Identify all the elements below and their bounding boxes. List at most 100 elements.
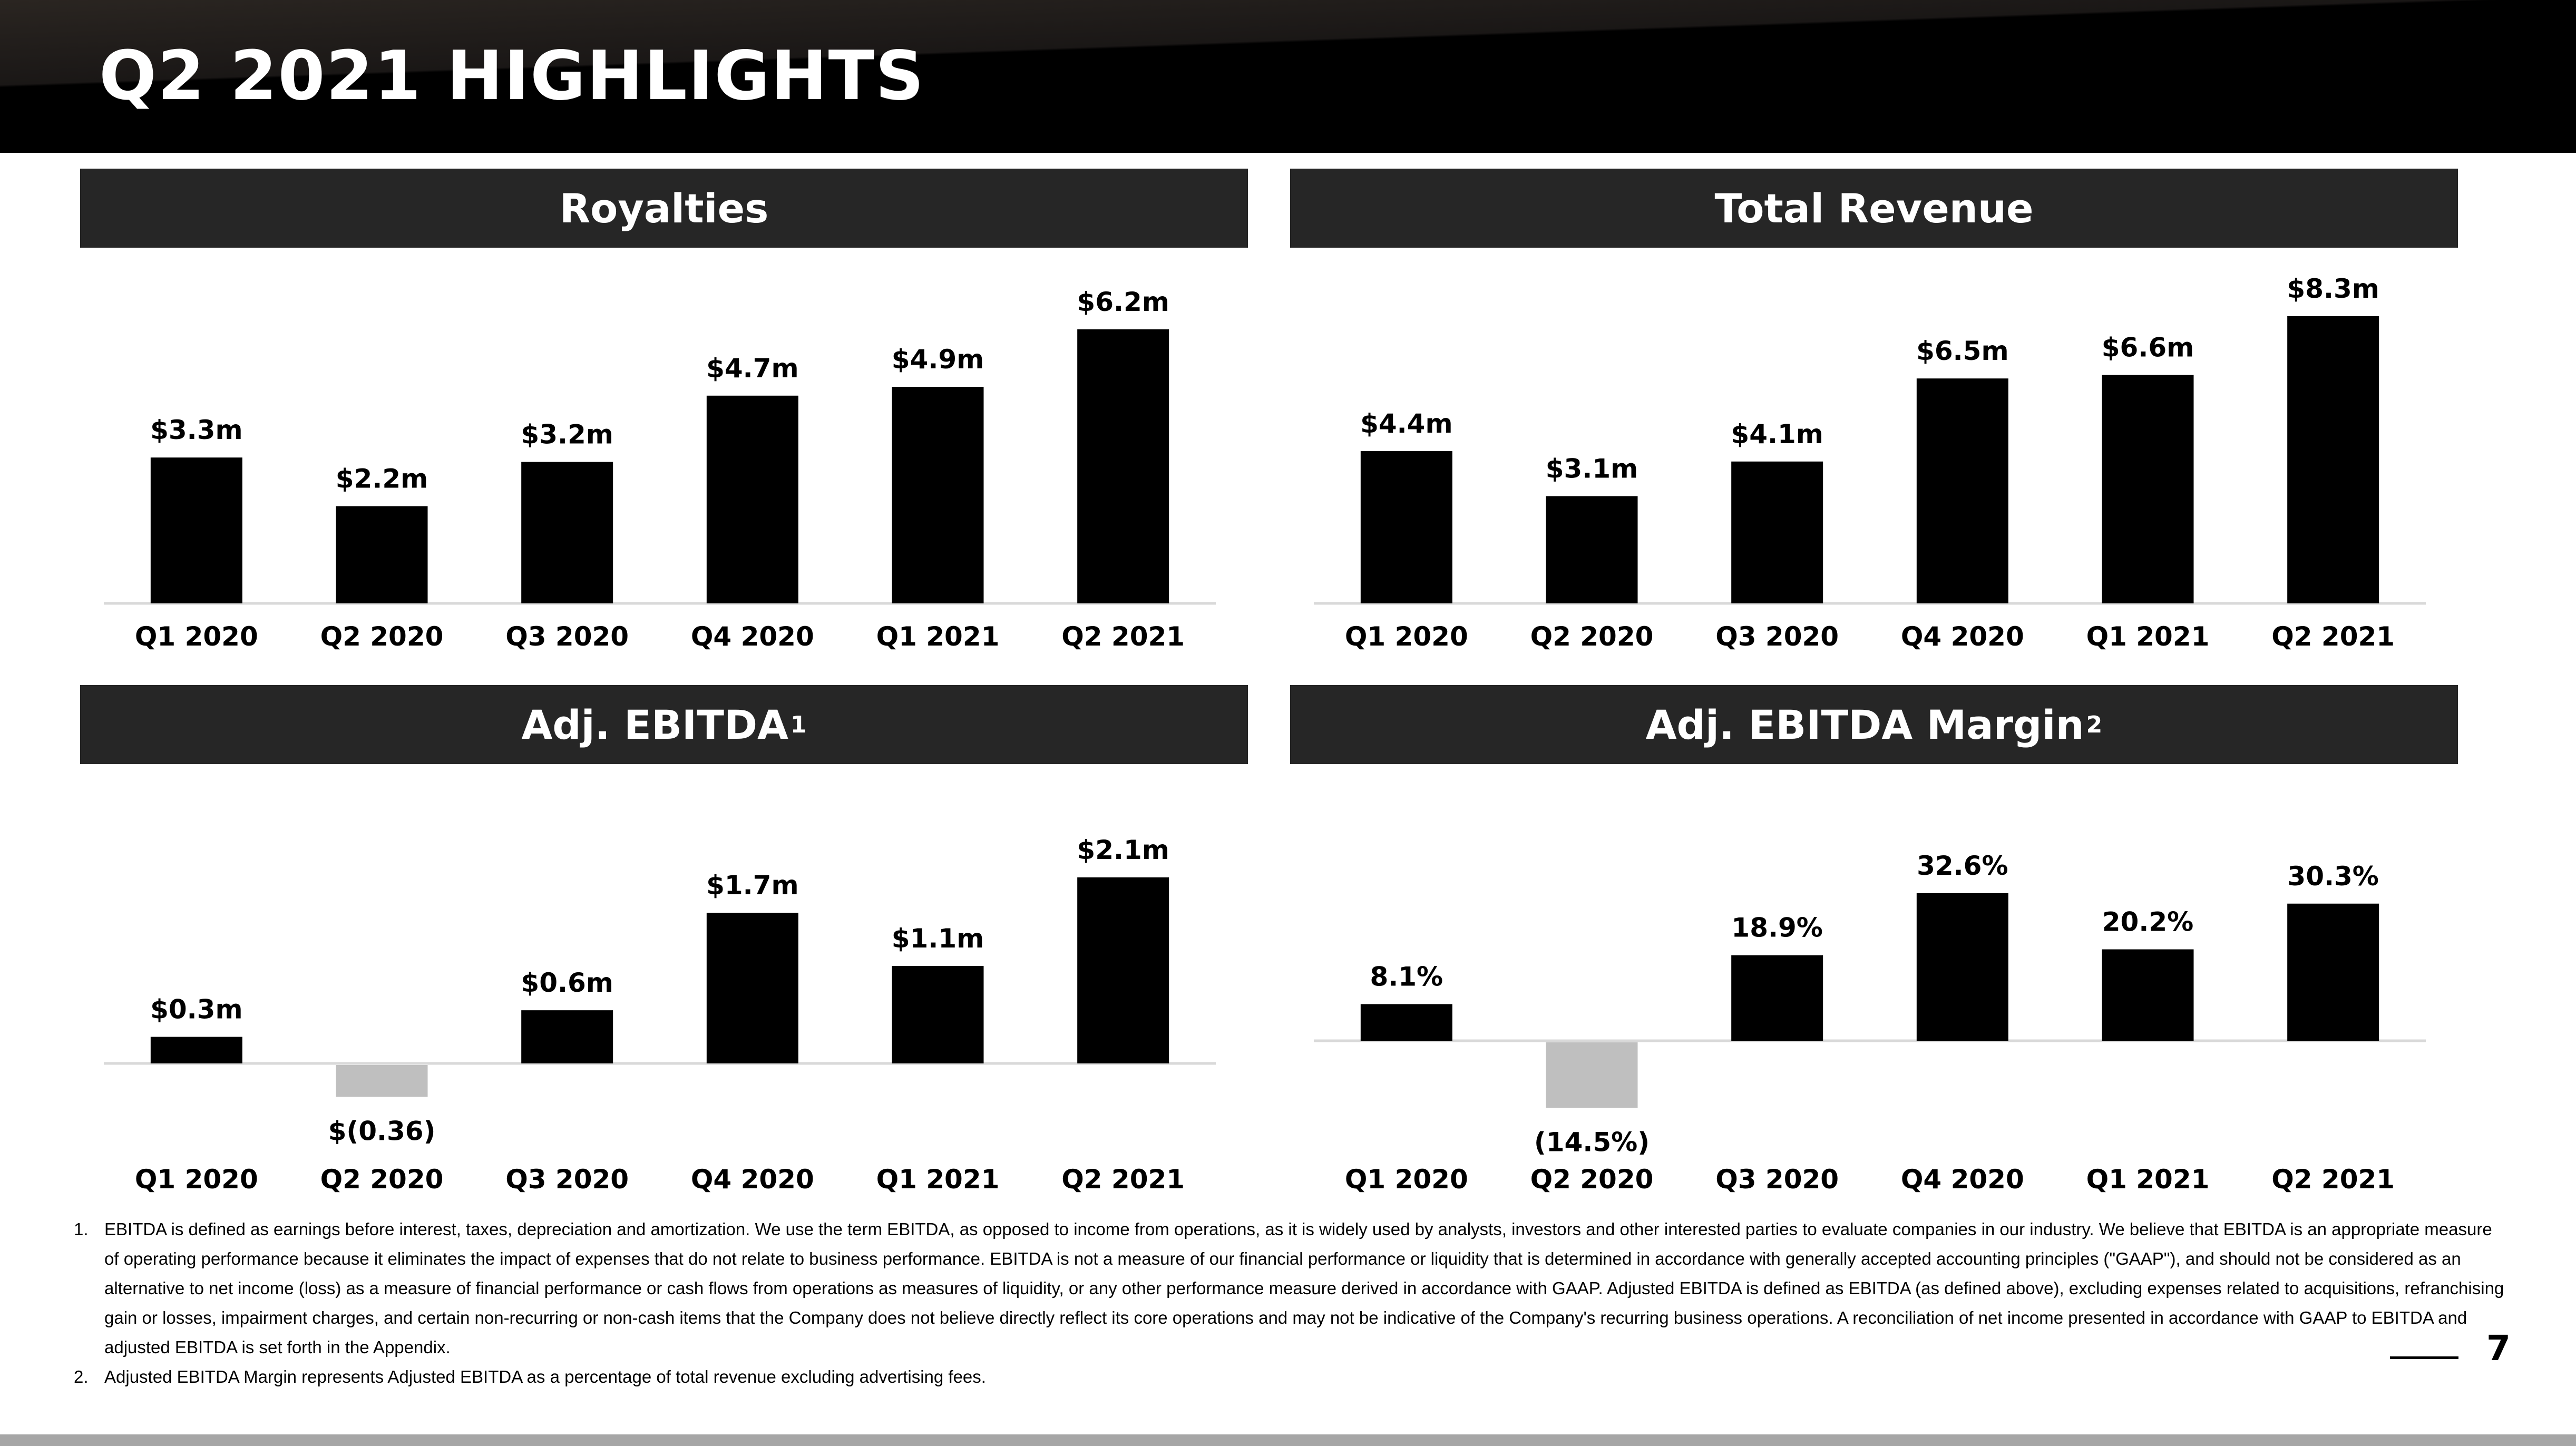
- total-revenue-value-label-q4-2020: $6.5m: [1916, 336, 2008, 366]
- royalties-category-label-q2-2021: Q2 2021: [1061, 621, 1185, 652]
- royalties-value-label-q2-2021: $6.2m: [1077, 287, 1169, 317]
- adj-ebitda-value-label-q3-2020: $0.6m: [521, 968, 613, 998]
- adj-ebitda-margin-bar-q2-2021: [2287, 903, 2379, 1041]
- royalties-chart: $3.3m Q1 2020 $2.2m Q2 2020 $3.2m Q3 2020 $4.7…: [104, 287, 1216, 652]
- footnote-2-text: Adjusted EBITDA Margin represents Adjust…: [104, 1367, 986, 1386]
- royalties-value-label-q2-2020: $2.2m: [336, 463, 428, 494]
- total-revenue-value-label-q1-2020: $4.4m: [1360, 408, 1452, 439]
- adj-ebitda-category-label-q2-2021: Q2 2021: [1061, 1164, 1185, 1195]
- adj-ebitda-value-label-q2-2020: $(0.36): [328, 1116, 436, 1147]
- adj-ebitda-bar-q1-2021: [892, 966, 984, 1063]
- adj-ebitda-margin-category-label-q1-2021: Q1 2021: [2086, 1164, 2210, 1195]
- total-revenue-category-label-q2-2020: Q2 2020: [1530, 621, 1654, 652]
- adj-ebitda-value-label-q1-2020: $0.3m: [150, 994, 242, 1025]
- adj-ebitda-margin-chart: 8.1% Q1 2020 (14.5%) Q2 2020 18.9% Q3 2020 32.…: [1314, 851, 2426, 1195]
- royalties-panel: Royalties $3.3m Q1 2020 $2.2m Q2 2020 $3.2m Q…: [80, 169, 1248, 696]
- total-revenue-value-label-q2-2020: $3.1m: [1546, 453, 1638, 484]
- adj-ebitda-margin-bar-q1-2020: [1360, 1004, 1452, 1041]
- adj-ebitda-margin-value-label-q2-2021: 30.3%: [2287, 861, 2378, 892]
- adj-ebitda-margin-bar-q3-2020: [1731, 955, 1823, 1041]
- footnote-1: 1. EBITDA is defined as earnings before …: [74, 1215, 2509, 1362]
- adj-ebitda-margin-bar-q1-2021: [2102, 949, 2194, 1041]
- footnote-1-text: EBITDA is defined as earnings before int…: [104, 1219, 2504, 1357]
- adj-ebitda-bar-q2-2021: [1077, 877, 1169, 1063]
- adj-ebitda-margin-panel: Adj. EBITDA Margin 2 8.1% Q1 2020 (14.5%) Q2…: [1290, 685, 2458, 1212]
- adj-ebitda-margin-value-label-q4-2020: 32.6%: [1917, 851, 2008, 881]
- adj-ebitda-margin-category-label-q2-2020: Q2 2020: [1530, 1164, 1654, 1195]
- footnotes: 1. EBITDA is defined as earnings before …: [74, 1215, 2509, 1392]
- adj-ebitda-margin-category-label-q3-2020: Q3 2020: [1715, 1164, 1839, 1195]
- adj-ebitda-bar-q4-2020: [706, 913, 798, 1063]
- footnote-2: 2. Adjusted EBITDA Margin represents Adj…: [74, 1362, 2509, 1392]
- page-number-rule: [2390, 1356, 2458, 1359]
- total-revenue-title: Total Revenue: [1714, 184, 2034, 232]
- adj-ebitda-margin-bar-q4-2020: [1916, 893, 2008, 1041]
- bottom-strip: [0, 1434, 2576, 1446]
- total-revenue-chart: $4.4m Q1 2020 $3.1m Q2 2020 $4.1m Q3 2020 $6.5…: [1314, 273, 2426, 652]
- adj-ebitda-footnote-marker: 1: [790, 711, 807, 738]
- royalties-panel-header: Royalties: [80, 169, 1248, 248]
- adj-ebitda-category-label-q3-2020: Q3 2020: [505, 1164, 629, 1195]
- royalties-bar-q2-2021: [1077, 329, 1169, 603]
- adj-ebitda-title: Adj. EBITDA: [521, 701, 788, 748]
- royalties-category-label-q1-2020: Q1 2020: [135, 621, 258, 652]
- footnote-1-number: 1.: [74, 1219, 89, 1239]
- total-revenue-category-label-q4-2020: Q4 2020: [1901, 621, 2024, 652]
- total-revenue-bar-q2-2021: [2287, 316, 2379, 603]
- royalties-bar-q2-2020: [336, 506, 428, 603]
- adj-ebitda-margin-category-label-q2-2021: Q2 2021: [2271, 1164, 2395, 1195]
- royalties-bar-q4-2020: [706, 395, 798, 603]
- adj-ebitda-chart: $0.3m Q1 2020 $(0.36) Q2 2020 $0.6m Q3 2020 $1…: [104, 835, 1216, 1195]
- adj-ebitda-margin-category-label-q1-2020: Q1 2020: [1345, 1164, 1468, 1195]
- page-number: 7: [2486, 1328, 2511, 1369]
- total-revenue-value-label-q3-2020: $4.1m: [1731, 419, 1823, 450]
- total-revenue-bar-q1-2020: [1360, 451, 1452, 603]
- royalties-value-label-q1-2021: $4.9m: [892, 344, 984, 375]
- adj-ebitda-margin-category-label-q4-2020: Q4 2020: [1901, 1164, 2024, 1195]
- adj-ebitda-value-label-q4-2020: $1.7m: [706, 870, 798, 901]
- adj-ebitda-margin-value-label-q2-2020: (14.5%): [1534, 1127, 1650, 1158]
- royalties-category-label-q4-2020: Q4 2020: [691, 621, 814, 652]
- adj-ebitda-bar-q3-2020: [521, 1010, 613, 1063]
- total-revenue-category-label-q1-2021: Q1 2021: [2086, 621, 2210, 652]
- footnote-2-number: 2.: [74, 1367, 89, 1386]
- royalties-category-label-q3-2020: Q3 2020: [505, 621, 629, 652]
- royalties-bar-q1-2021: [892, 387, 984, 603]
- adj-ebitda-value-label-q2-2021: $2.1m: [1077, 835, 1169, 865]
- royalties-value-label-q1-2020: $3.3m: [150, 415, 242, 445]
- adj-ebitda-category-label-q4-2020: Q4 2020: [691, 1164, 814, 1195]
- total-revenue-value-label-q1-2021: $6.6m: [2102, 333, 2194, 363]
- total-revenue-bar-q3-2020: [1731, 461, 1823, 603]
- total-revenue-category-label-q2-2021: Q2 2021: [2271, 621, 2395, 652]
- total-revenue-bar-q2-2020: [1546, 496, 1638, 603]
- total-revenue-bar-q4-2020: [1916, 378, 2008, 603]
- adj-ebitda-value-label-q1-2021: $1.1m: [892, 923, 984, 954]
- total-revenue-category-label-q3-2020: Q3 2020: [1715, 621, 1839, 652]
- adj-ebitda-bar-q2-2020: [336, 1065, 428, 1097]
- adj-ebitda-bar-q1-2020: [150, 1037, 242, 1063]
- adj-ebitda-margin-panel-header: Adj. EBITDA Margin 2: [1290, 685, 2458, 764]
- page-title: Q2 2021 HIGHLIGHTS: [99, 37, 925, 115]
- royalties-category-label-q2-2020: Q2 2020: [320, 621, 444, 652]
- adj-ebitda-category-label-q1-2020: Q1 2020: [135, 1164, 258, 1195]
- total-revenue-category-label-q1-2020: Q1 2020: [1345, 621, 1468, 652]
- adj-ebitda-panel-header: Adj. EBITDA 1: [80, 685, 1248, 764]
- adj-ebitda-category-label-q2-2020: Q2 2020: [320, 1164, 444, 1195]
- adj-ebitda-margin-bar-q2-2020: [1546, 1042, 1638, 1108]
- adj-ebitda-margin-value-label-q1-2021: 20.2%: [2102, 907, 2193, 937]
- total-revenue-value-label-q2-2021: $8.3m: [2287, 273, 2379, 304]
- royalties-value-label-q3-2020: $3.2m: [521, 419, 613, 450]
- adj-ebitda-margin-footnote-marker: 2: [2086, 711, 2103, 738]
- royalties-bar-q1-2020: [150, 457, 242, 603]
- adj-ebitda-margin-value-label-q3-2020: 18.9%: [1731, 913, 1822, 943]
- adj-ebitda-margin-title: Adj. EBITDA Margin: [1645, 701, 2084, 748]
- total-revenue-panel: Total Revenue $4.4m Q1 2020 $3.1m Q2 2020 $4…: [1290, 169, 2458, 696]
- royalties-value-label-q4-2020: $4.7m: [706, 353, 798, 384]
- adj-ebitda-category-label-q1-2021: Q1 2021: [876, 1164, 1000, 1195]
- total-revenue-bar-q1-2021: [2102, 375, 2194, 603]
- royalties-title: Royalties: [559, 184, 769, 232]
- royalties-bar-q3-2020: [521, 462, 613, 603]
- adj-ebitda-panel: Adj. EBITDA 1 $0.3m Q1 2020 $(0.36) Q2 2020 $…: [80, 685, 1248, 1212]
- adj-ebitda-margin-value-label-q1-2020: 8.1%: [1370, 961, 1443, 992]
- royalties-category-label-q1-2021: Q1 2021: [876, 621, 1000, 652]
